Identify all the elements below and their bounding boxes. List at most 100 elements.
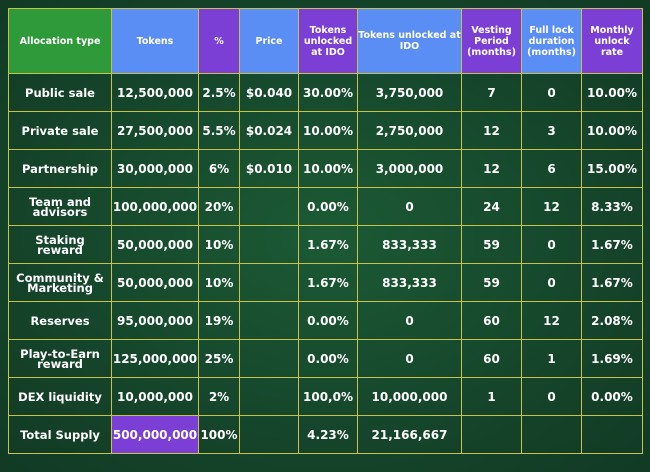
- vesting-period-cell: 60: [461, 301, 522, 340]
- monthly-rate-cell: 0.00%: [581, 377, 643, 416]
- allocation-type-cell: Community & Marketing: [8, 263, 112, 302]
- table-row: Community & Marketing 50,000,000 10% 1.67% 8…: [8, 263, 643, 302]
- unlocked-tokens-cell: 3,750,000: [357, 73, 462, 112]
- unlocked-pct-cell: 10.00%: [298, 111, 358, 150]
- unlocked-pct-cell: 1.67%: [298, 263, 358, 302]
- allocation-type-cell: Partnership: [8, 149, 112, 188]
- allocation-type-cell: Private sale: [8, 111, 112, 150]
- unlocked-pct-cell: 0.00%: [298, 339, 358, 378]
- total-label: Total Supply: [8, 415, 112, 454]
- price-cell: [239, 301, 299, 340]
- price-cell: $0.010: [239, 149, 299, 188]
- price-cell: [239, 187, 299, 226]
- monthly-rate-cell: 10.00%: [581, 73, 643, 112]
- header-price: Price: [239, 8, 299, 74]
- allocation-type-cell: Staking reward: [8, 225, 112, 264]
- monthly-rate-cell: 15.00%: [581, 149, 643, 188]
- unlocked-pct-cell: 0.00%: [298, 301, 358, 340]
- price-cell: $0.024: [239, 111, 299, 150]
- header-unlocked-at-ido-pct: Tokens unlocked at IDO: [298, 8, 358, 74]
- total-vesting-period-cell: [461, 415, 522, 454]
- tokens-cell: 50,000,000: [111, 225, 199, 264]
- total-percent-cell: 100%: [198, 415, 240, 454]
- tokens-cell: 50,000,000: [111, 263, 199, 302]
- percent-cell: 20%: [198, 187, 240, 226]
- unlocked-tokens-cell: 0: [357, 187, 462, 226]
- full-lock-cell: 1: [521, 339, 582, 378]
- table-row: Public sale 12,500,000 2.5% $0.040 30.00% 3,7…: [8, 73, 643, 112]
- total-tokens-cell: 500,000,000: [111, 415, 199, 454]
- percent-cell: 2%: [198, 377, 240, 416]
- header-percent: %: [198, 8, 240, 74]
- percent-cell: 6%: [198, 149, 240, 188]
- percent-cell: 10%: [198, 225, 240, 264]
- price-cell: [239, 339, 299, 378]
- total-monthly-rate-cell: [581, 415, 643, 454]
- monthly-rate-cell: 10.00%: [581, 111, 643, 150]
- unlocked-tokens-cell: 10,000,000: [357, 377, 462, 416]
- allocation-type-cell: Play-to-Earn reward: [8, 339, 112, 378]
- total-price-cell: [239, 415, 299, 454]
- header-tokens: Tokens: [111, 8, 199, 74]
- full-lock-cell: 0: [521, 73, 582, 112]
- vesting-period-cell: 59: [461, 225, 522, 264]
- percent-cell: 19%: [198, 301, 240, 340]
- full-lock-cell: 0: [521, 225, 582, 264]
- total-row: Total Supply 500,000,000 100% 4.23% 21,166,6…: [8, 415, 643, 454]
- full-lock-cell: 0: [521, 377, 582, 416]
- allocation-type-cell: DEX liquidity: [8, 377, 112, 416]
- table-row: Partnership 30,000,000 6% $0.010 10.00% 3,000…: [8, 149, 643, 188]
- vesting-period-cell: 24: [461, 187, 522, 226]
- percent-cell: 25%: [198, 339, 240, 378]
- table-header-row: Allocation type Tokens % Price Tokens un…: [8, 8, 643, 74]
- table-row: Play-to-Earn reward 125,000,000 25% 0.00% 0 6…: [8, 339, 643, 378]
- tokens-cell: 30,000,000: [111, 149, 199, 188]
- vesting-period-cell: 12: [461, 149, 522, 188]
- tokens-cell: 10,000,000: [111, 377, 199, 416]
- monthly-rate-cell: 1.67%: [581, 225, 643, 264]
- header-unlocked-at-ido-tokens: Tokens unlocked at IDO: [357, 8, 462, 74]
- table-row: Team and advisors 100,000,000 20% 0.00% 0 24 1…: [8, 187, 643, 226]
- header-monthly-unlock-rate: Monthly unlock rate: [581, 8, 643, 74]
- price-cell: [239, 225, 299, 264]
- price-cell: $0.040: [239, 73, 299, 112]
- full-lock-cell: 12: [521, 301, 582, 340]
- allocation-type-cell: Team and advisors: [8, 187, 112, 226]
- table-row: Staking reward 50,000,000 10% 1.67% 833,333 5…: [8, 225, 643, 264]
- tokens-cell: 125,000,000: [111, 339, 199, 378]
- unlocked-tokens-cell: 2,750,000: [357, 111, 462, 150]
- tokens-cell: 100,000,000: [111, 187, 199, 226]
- unlocked-tokens-cell: 3,000,000: [357, 149, 462, 188]
- vesting-period-cell: 60: [461, 339, 522, 378]
- vesting-period-cell: 7: [461, 73, 522, 112]
- unlocked-pct-cell: 1.67%: [298, 225, 358, 264]
- full-lock-cell: 6: [521, 149, 582, 188]
- header-vesting-period: Vesting Period (months): [461, 8, 522, 74]
- percent-cell: 2.5%: [198, 73, 240, 112]
- price-cell: [239, 377, 299, 416]
- unlocked-tokens-cell: 0: [357, 339, 462, 378]
- header-full-lock-duration: Full lock duration (months): [521, 8, 582, 74]
- allocation-type-cell: Reserves: [8, 301, 112, 340]
- monthly-rate-cell: 1.69%: [581, 339, 643, 378]
- unlocked-tokens-cell: 0: [357, 301, 462, 340]
- total-unlocked-tokens-cell: 21,166,667: [357, 415, 462, 454]
- table-row: DEX liquidity 10,000,000 2% 100,0% 10,000,00…: [8, 377, 643, 416]
- full-lock-cell: 3: [521, 111, 582, 150]
- unlocked-pct-cell: 0.00%: [298, 187, 358, 226]
- vesting-period-cell: 59: [461, 263, 522, 302]
- vesting-period-cell: 1: [461, 377, 522, 416]
- unlocked-tokens-cell: 833,333: [357, 225, 462, 264]
- price-cell: [239, 263, 299, 302]
- monthly-rate-cell: 1.67%: [581, 263, 643, 302]
- unlocked-pct-cell: 100,0%: [298, 377, 358, 416]
- tokens-cell: 95,000,000: [111, 301, 199, 340]
- unlocked-pct-cell: 10.00%: [298, 149, 358, 188]
- percent-cell: 5.5%: [198, 111, 240, 150]
- table-row: Private sale 27,500,000 5.5% $0.024 10.00% 2,…: [8, 111, 643, 150]
- monthly-rate-cell: 8.33%: [581, 187, 643, 226]
- full-lock-cell: 0: [521, 263, 582, 302]
- allocation-table: Allocation type Tokens % Price Tokens un…: [8, 8, 643, 454]
- header-allocation-type: Allocation type: [8, 8, 112, 74]
